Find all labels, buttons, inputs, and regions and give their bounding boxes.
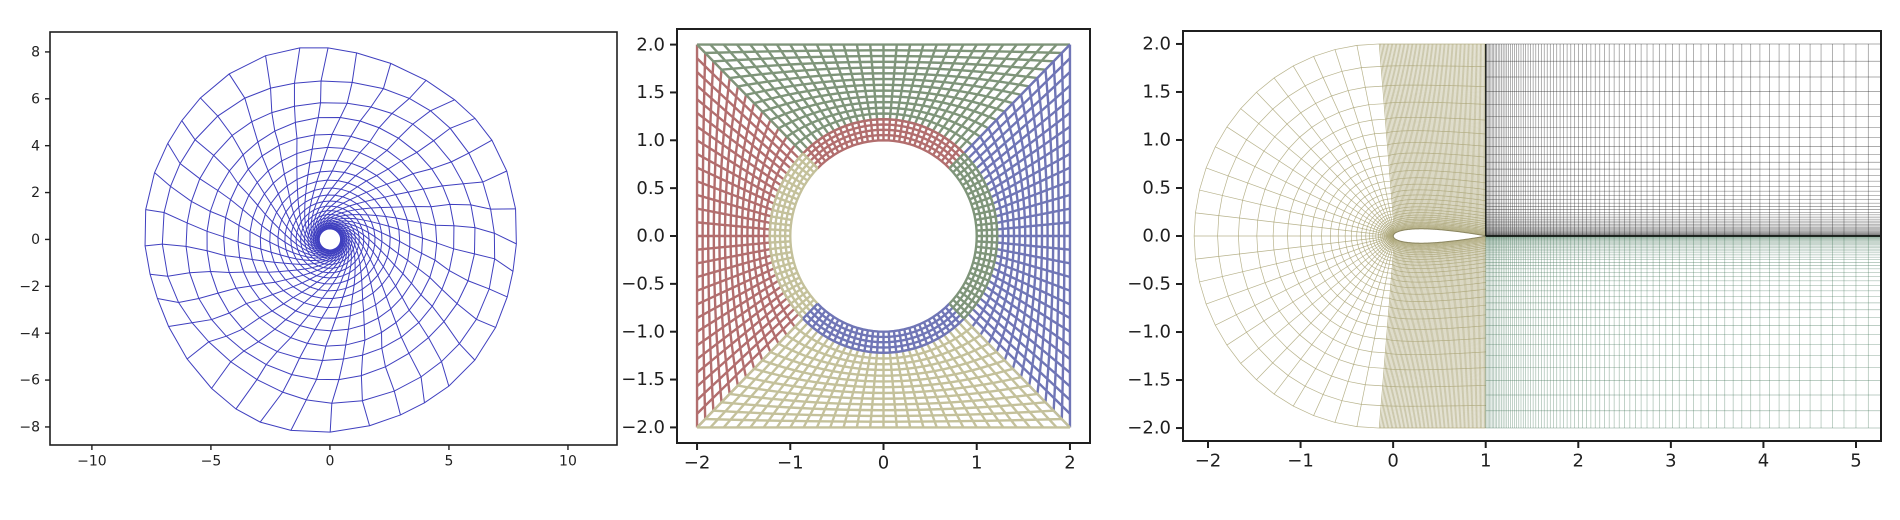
airfoil-c-grid-plot <box>1126 0 1900 520</box>
spiral-o-grid-plot <box>0 0 618 520</box>
square-circle-mesh-plot <box>618 0 1126 520</box>
